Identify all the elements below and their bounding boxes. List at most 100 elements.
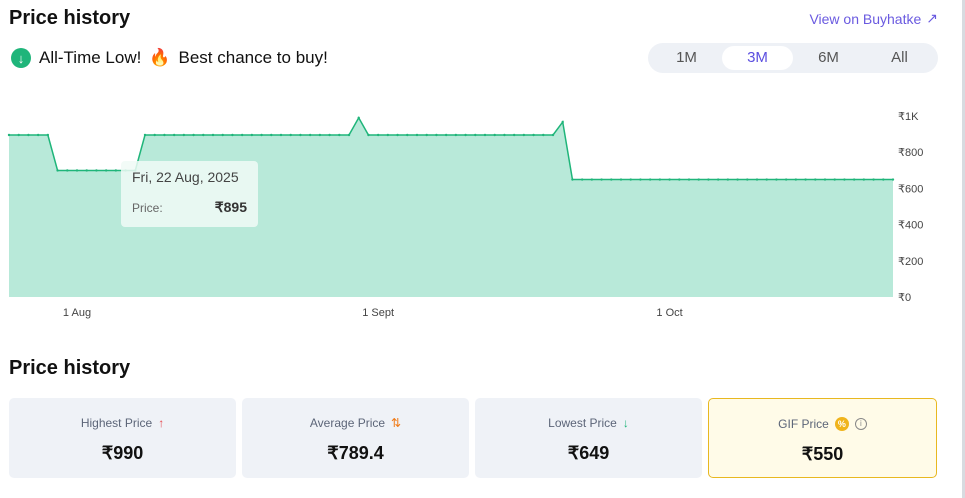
y-tick-label: ₹400 (898, 220, 923, 232)
price-point (697, 178, 700, 181)
price-point (532, 133, 535, 137)
price-point (17, 133, 20, 137)
price-point (483, 133, 487, 137)
arrow-up-icon: ↑ (158, 416, 165, 430)
tab-1m[interactable]: 1M (676, 49, 697, 66)
y-tick-label: ₹0 (898, 292, 911, 304)
alert-subtext: Best chance to buy! (178, 48, 328, 67)
price-point (493, 133, 496, 137)
price-point (542, 133, 545, 137)
price-point (444, 133, 448, 137)
x-tick-label: 1 Sept (362, 307, 394, 319)
chart-tooltip: Fri, 22 Aug, 2025 Price: ₹895 (121, 161, 258, 227)
link-label: View on Buyhatke (809, 10, 922, 27)
price-point (143, 133, 147, 137)
summary-title: Price history (9, 357, 131, 379)
card-label: Highest Price (80, 416, 153, 430)
price-point (386, 133, 390, 137)
price-point (648, 178, 652, 181)
price-point (678, 178, 681, 181)
tooltip-price-label: Price: (132, 200, 163, 215)
price-point (882, 178, 885, 181)
price-point (765, 178, 768, 181)
price-point (464, 133, 467, 137)
price-point (104, 169, 108, 172)
price-point (629, 178, 632, 181)
price-point (687, 178, 691, 181)
price-point (804, 178, 807, 181)
x-tick-label: 1 Oct (656, 307, 682, 319)
tab-3m[interactable]: 3M (722, 46, 793, 70)
price-point (163, 133, 166, 137)
price-point (46, 133, 50, 137)
arrow-down-circle-icon: ↓ (11, 48, 31, 68)
highest-price-card: Highest Price ↑ ₹990 (9, 398, 236, 478)
price-line (9, 116, 893, 181)
price-point (27, 133, 30, 137)
price-point (221, 133, 224, 137)
y-tick-label: ₹1K (898, 111, 919, 123)
card-value: ₹789.4 (327, 443, 384, 463)
info-icon[interactable]: i (854, 418, 867, 430)
price-point (114, 169, 118, 172)
average-price-card: Average Price ⇅ ₹789.4 (242, 398, 469, 478)
tooltip-price: ₹895 (214, 199, 247, 215)
price-point (279, 133, 283, 137)
price-point (872, 178, 875, 181)
discount-badge-icon: % (834, 417, 849, 431)
price-point (736, 178, 739, 181)
price-point (814, 178, 817, 181)
price-point (202, 133, 205, 137)
price-point (75, 169, 79, 172)
price-point (425, 133, 428, 137)
price-point (153, 133, 156, 137)
price-point (95, 169, 98, 172)
price-point (172, 133, 176, 137)
view-on-buyhatke-link[interactable]: View on Buyhatke ↗ (809, 10, 938, 27)
price-point (843, 178, 846, 181)
price-point (357, 116, 360, 120)
price-point (852, 178, 856, 181)
price-point (862, 178, 866, 181)
card-label: Lowest Price (548, 416, 617, 430)
price-point (561, 120, 564, 124)
price-point (726, 178, 730, 181)
price-point (7, 133, 11, 137)
price-point (240, 133, 244, 137)
tab-6m[interactable]: 6M (818, 49, 839, 66)
price-point (231, 133, 234, 137)
price-point (299, 133, 302, 137)
price-point (775, 178, 778, 181)
arrows-up-down-icon: ⇅ (391, 416, 402, 430)
price-point (376, 133, 380, 137)
tab-all[interactable]: All (891, 49, 908, 66)
price-point (784, 178, 788, 181)
price-point (454, 133, 458, 137)
gif-price-card: GIF Price% i ₹550 (708, 398, 937, 478)
price-point (85, 169, 88, 172)
price-point (823, 178, 827, 181)
price-point (270, 133, 273, 137)
price-point (435, 133, 438, 137)
price-point (833, 178, 836, 181)
price-point (668, 178, 671, 181)
y-tick-label: ₹200 (898, 256, 923, 268)
price-point (289, 133, 292, 137)
card-value: ₹990 (101, 443, 144, 463)
x-tick-label: 1 Aug (63, 307, 91, 319)
price-summary-cards: Highest Price ↑ ₹990 Average Price ⇅ ₹789.… (9, 398, 937, 478)
price-point (367, 133, 370, 137)
price-point (396, 133, 399, 137)
price-point (610, 178, 613, 181)
price-point (308, 133, 312, 137)
price-point (794, 178, 798, 181)
price-point (571, 178, 574, 181)
scrollbar-edge (962, 0, 965, 498)
price-point (707, 178, 710, 181)
price-point (347, 133, 351, 137)
price-point (891, 178, 895, 181)
price-point (658, 178, 662, 181)
price-point (580, 178, 584, 181)
price-point (503, 133, 506, 137)
price-point (746, 178, 749, 181)
